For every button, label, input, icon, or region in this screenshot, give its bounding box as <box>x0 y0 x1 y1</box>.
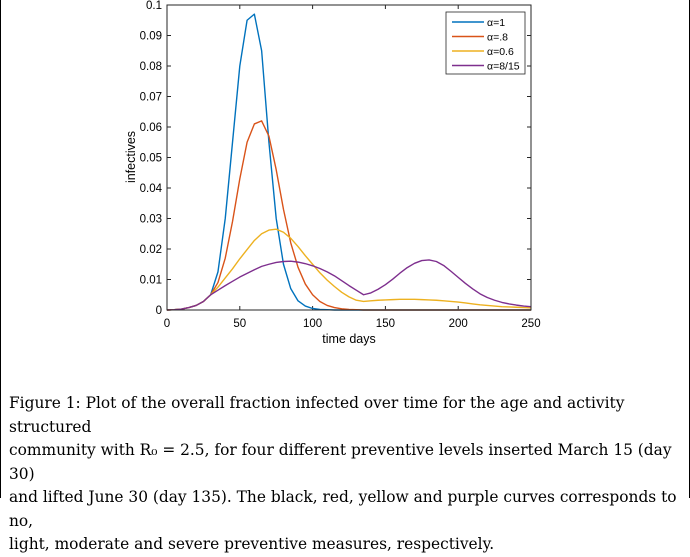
y-tick-label: 0.07 <box>140 92 162 104</box>
y-tick-label: 0.02 <box>140 244 162 256</box>
y-tick-label: 0.09 <box>140 31 162 43</box>
y-tick-label: 0.1 <box>146 0 162 12</box>
y-tick-label: 0.01 <box>140 275 162 287</box>
y-tick-label: 0 <box>156 305 162 317</box>
left-border-line <box>0 0 1 498</box>
caption-line: Figure 1: Plot of the overall fraction i… <box>9 394 625 436</box>
x-axis-label: time days <box>322 332 376 346</box>
legend-entry-label: α=1 <box>487 17 505 29</box>
y-tick-label: 0.08 <box>140 61 162 73</box>
y-tick-label: 0.03 <box>140 214 162 226</box>
series-line-3 <box>166 228 532 311</box>
legend-entry-label: α=0.6 <box>487 46 514 58</box>
caption-line: community with R₀ = 2.5, for four differ… <box>9 441 672 483</box>
x-tick-label: 100 <box>303 318 322 330</box>
caption-line: and lifted June 30 (day 135). The black,… <box>9 488 677 530</box>
caption-line: light, moderate and severe preventive me… <box>9 535 495 553</box>
series-line-4 <box>166 259 532 311</box>
legend-entry-label: α=8/15 <box>487 61 520 73</box>
legend: α=1 α=.8 α=0.6 α=8/15 <box>445 11 526 75</box>
y-tick-label: 0.04 <box>140 183 163 195</box>
plot-area-frame <box>166 4 532 311</box>
y-tick-label: 0.05 <box>140 153 162 165</box>
figure-caption: Figure 1: Plot of the overall fraction i… <box>9 392 681 557</box>
x-tick-label: 250 <box>521 318 540 330</box>
x-tick-label: 50 <box>233 318 246 330</box>
legend-entry-label: α=.8 <box>487 32 508 44</box>
x-tick-label: 150 <box>376 318 395 330</box>
x-tick-label: 0 <box>164 318 170 330</box>
y-tick-label: 0.06 <box>140 122 162 134</box>
line-chart: 0 50 100 150 200 250 0 0.01 0.02 0.03 0.04 0.05 0.06… <box>124 0 541 346</box>
y-axis-label: infectives <box>124 131 138 183</box>
axis-ticks: 0 50 100 150 200 250 0 0.01 0.02 0.03 0.04 0.05 0.06… <box>140 0 541 330</box>
x-tick-label: 200 <box>449 318 468 330</box>
figure-chart: 0 50 100 150 200 250 0 0.01 0.02 0.03 0.04 0.05 0.06… <box>124 0 541 346</box>
